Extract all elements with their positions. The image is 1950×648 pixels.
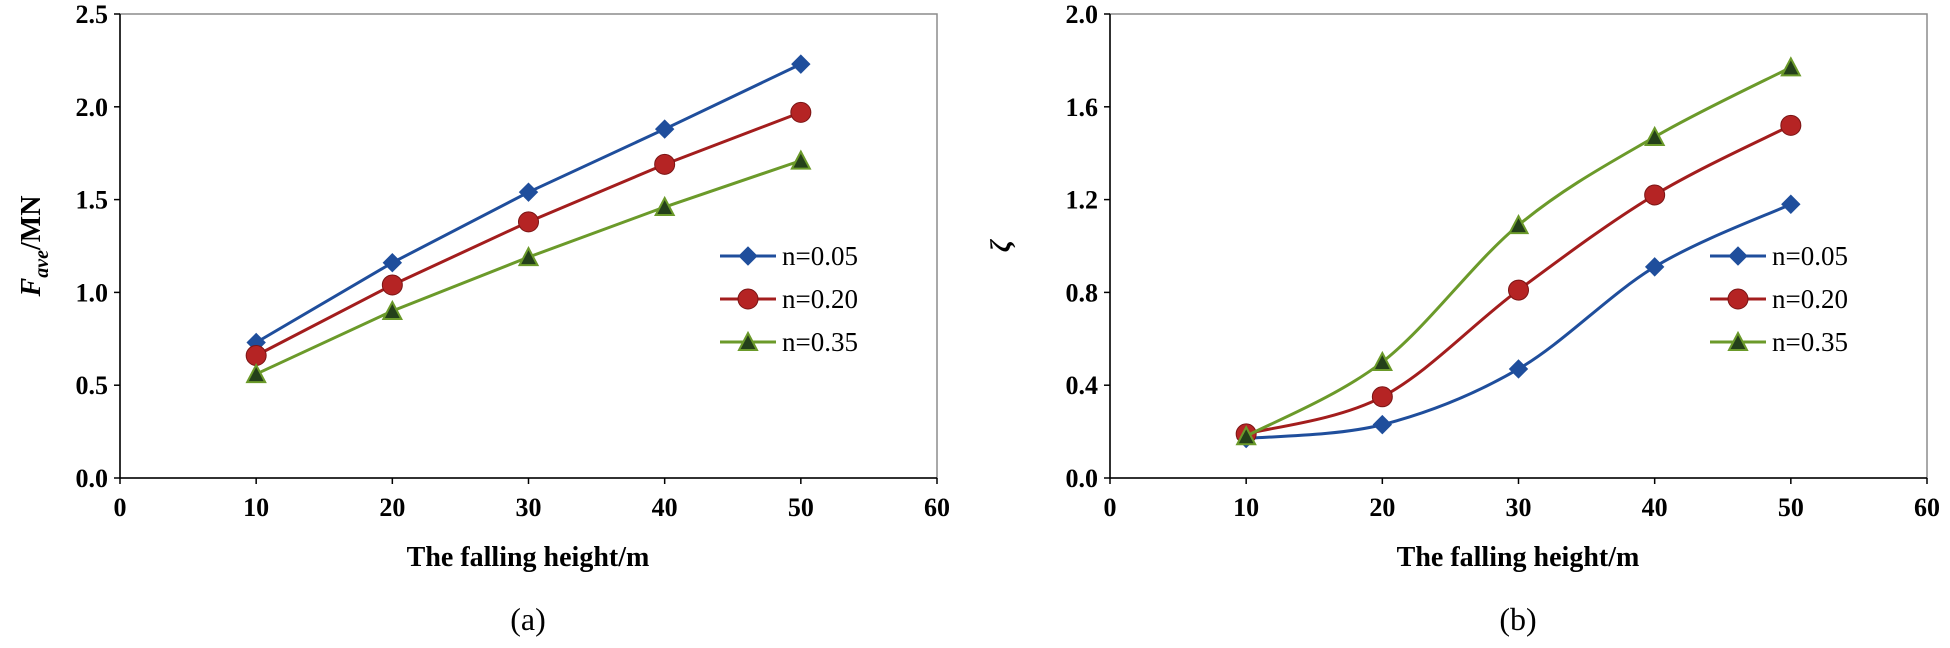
x-tick-label: 10	[243, 493, 269, 522]
data-point-n=0.20	[654, 153, 676, 175]
legend-label: n=0.20	[1772, 284, 1848, 314]
legend-marker-n=0.05	[738, 246, 758, 266]
data-point-n=0.35	[654, 195, 676, 217]
y-tick-label: 0.5	[76, 371, 109, 400]
data-point-n=0.35	[1644, 125, 1666, 146]
data-point-n=0.35	[381, 299, 403, 320]
data-point-n=0.35	[1371, 350, 1393, 371]
x-axis-label-a: The falling height/m	[407, 542, 650, 573]
x-axis-label-b: The falling height/m	[1397, 542, 1640, 573]
x-tick-label: 60	[1914, 493, 1940, 522]
legend-label: n=0.05	[1772, 241, 1848, 271]
y-axis-label-b: ζ	[986, 238, 1017, 252]
data-point-n=0.05	[1508, 359, 1529, 379]
chart-panel-a: 0.00.51.01.52.02.50 10 20 30 40 50 60 n=0.05n=…	[16, 0, 950, 637]
chart-panel-b: 0.00.40.81.21.62.00 10 20 30 40 50 60 n=0.05n=…	[986, 0, 1940, 637]
legend-label: n=0.05	[782, 241, 858, 271]
legend-marker-n=0.35	[737, 330, 759, 351]
axes-a: 0.0 0.5 1.0 1.5 2.0 2.5 0 10 20 30 40 50 60	[76, 0, 951, 522]
data-point-n=0.05	[382, 252, 403, 273]
x-tick-label: 20	[379, 493, 405, 522]
y-tick-label: 2.0	[1066, 0, 1099, 29]
x-tick-label: 50	[1778, 493, 1804, 522]
data-point-n=0.05	[518, 182, 539, 202]
legend-marker-n=0.35	[1727, 330, 1749, 351]
y-tick-label: 1.6	[1066, 93, 1099, 122]
series-group-b	[1235, 56, 1802, 449]
series-line-n=0.35	[1245, 66, 1792, 438]
y-tick-label: 0.0	[1066, 464, 1099, 493]
legend-marker-n=0.20	[737, 288, 759, 310]
y-axis-label-main-a: F	[16, 277, 47, 297]
panel-caption-b: (b)	[1499, 601, 1536, 637]
x-tick-label: 0	[114, 493, 127, 522]
x-tick-label: 10	[1233, 493, 1259, 522]
series-line-n=0.05	[1246, 202, 1792, 441]
legend-b: n=0.05 n=0.20 n=0.35	[1710, 241, 1848, 357]
x-tick-label: 0	[1104, 493, 1117, 522]
y-tick-label: 0.8	[1066, 278, 1099, 307]
data-point-n=0.20	[245, 345, 267, 367]
x-tick-label: 30	[1506, 493, 1532, 522]
data-point-n=0.05	[1644, 257, 1665, 277]
legend-label: n=0.35	[1772, 327, 1848, 357]
panel-caption-a: (a)	[510, 601, 546, 637]
legend-label: n=0.20	[782, 284, 858, 314]
y-tick-label: 2.0	[76, 93, 109, 122]
x-tick-label: 40	[652, 493, 678, 522]
x-tick-label: 20	[1369, 493, 1395, 522]
x-tick-label: 30	[516, 493, 542, 522]
y-axis-label-a: Fave/MN	[16, 196, 53, 298]
y-tick-label: 0.4	[1066, 371, 1099, 400]
y-tick-label: 0.0	[76, 464, 109, 493]
y-tick-label: 1.0	[76, 278, 109, 307]
y-axis-label-main-b: ζ	[986, 238, 1017, 252]
x-tick-label: 50	[788, 493, 814, 522]
legend-a: n=0.05 n=0.20 n=0.35	[720, 241, 858, 357]
y-tick-label: 2.5	[76, 0, 109, 29]
data-point-n=0.20	[790, 101, 812, 123]
y-tick-label: 1.5	[76, 186, 109, 215]
legend-label: n=0.35	[782, 327, 858, 357]
series-group-a	[245, 54, 812, 384]
data-point-n=0.35	[1780, 56, 1802, 77]
data-point-n=0.35	[790, 149, 812, 170]
data-point-n=0.05	[1372, 414, 1393, 435]
x-tick-label: 60	[924, 493, 950, 522]
legend-marker-n=0.05	[1728, 246, 1748, 266]
data-point-n=0.20	[381, 274, 403, 296]
series-line-n=0.05	[255, 62, 802, 344]
data-point-n=0.05	[1781, 194, 1801, 214]
y-tick-label: 1.2	[1066, 186, 1099, 215]
y-axis-label-unit-a: /MN	[16, 196, 47, 251]
legend-marker-n=0.20	[1727, 288, 1749, 310]
y-axis-label-sub-a: ave	[31, 250, 53, 278]
data-point-n=0.20	[518, 211, 539, 233]
data-point-n=0.20	[1780, 114, 1802, 136]
data-point-n=0.20	[1508, 279, 1529, 301]
data-point-n=0.20	[1371, 386, 1393, 408]
data-point-n=0.05	[654, 119, 675, 139]
data-point-n=0.35	[517, 245, 540, 267]
data-point-n=0.05	[791, 54, 811, 74]
data-point-n=0.35	[245, 362, 267, 384]
data-point-n=0.35	[1235, 425, 1257, 446]
x-tick-label: 40	[1642, 493, 1668, 522]
series-line-n=0.20	[255, 110, 802, 357]
data-point-n=0.20	[1644, 184, 1666, 206]
axes-b: 0.0 0.4 0.8 1.2 1.6 2.0 0 10 20 30 40 50 60	[1066, 0, 1941, 522]
data-point-n=0.35	[1507, 213, 1530, 235]
